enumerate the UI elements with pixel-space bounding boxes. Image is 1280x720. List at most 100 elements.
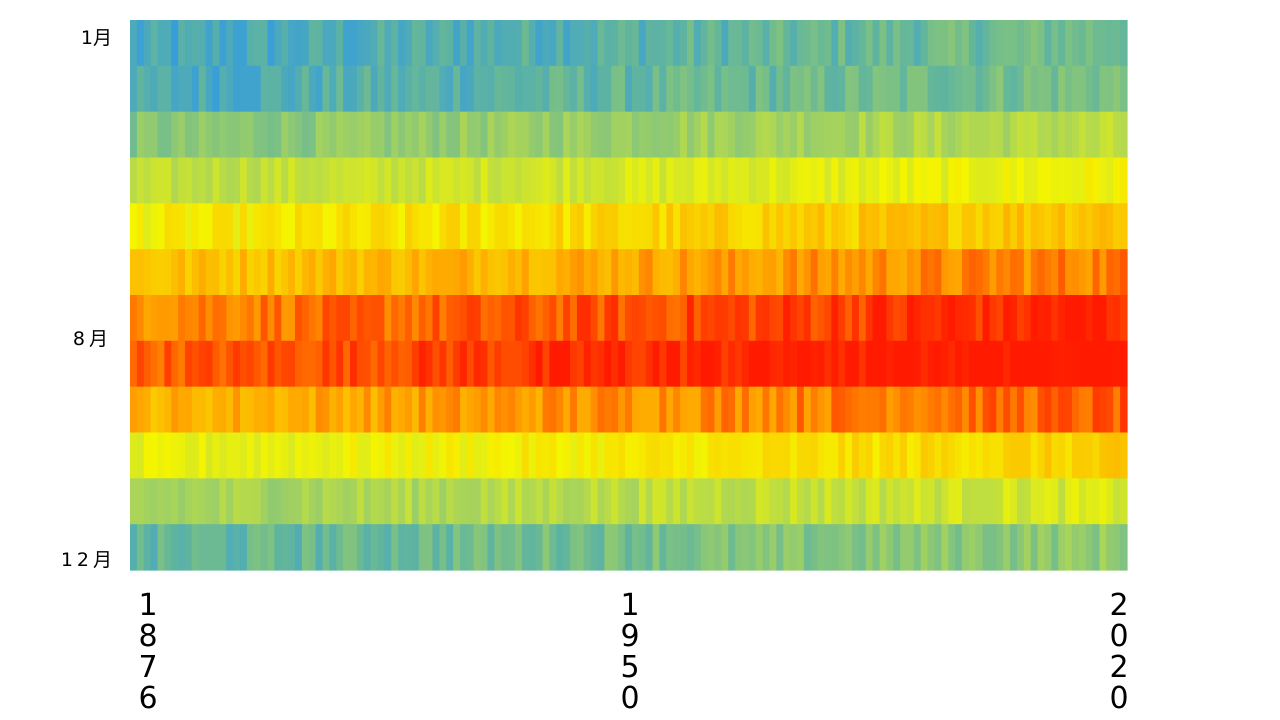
heatmap-cell [508, 295, 516, 342]
heatmap-cell [1016, 524, 1025, 571]
heatmap-cell [418, 478, 427, 525]
heatmap-cell [315, 157, 324, 204]
heatmap-cell [1120, 295, 1128, 342]
heatmap-cell [659, 524, 667, 571]
heatmap-cell [281, 20, 289, 67]
heatmap-cell [439, 20, 447, 67]
heatmap-cell [831, 524, 839, 571]
heatmap-cell [817, 340, 826, 388]
heatmap-cell [590, 157, 599, 204]
heatmap-cell [611, 340, 619, 388]
heatmap-cell [212, 295, 220, 342]
heatmap-cell [212, 20, 220, 67]
heatmap-cell [659, 157, 667, 204]
heatmap-cell [803, 524, 812, 571]
heatmap-cell [996, 157, 1004, 204]
heatmap-cell [501, 340, 509, 388]
heatmap-cell [549, 65, 557, 113]
heatmap-cell [542, 524, 551, 571]
heatmap-cell [1113, 249, 1121, 296]
heatmap-cell [631, 524, 640, 571]
heatmap-cell [226, 249, 234, 296]
heatmap-cell [157, 20, 165, 67]
heatmap-cell [425, 432, 434, 479]
heatmap-cell [549, 157, 557, 204]
heatmap-cell [411, 157, 420, 204]
heatmap-cell [886, 203, 894, 250]
heatmap-cell [776, 386, 784, 434]
heatmap-cell [762, 249, 771, 296]
heatmap-cell [625, 65, 633, 113]
heatmap-cell [831, 111, 839, 159]
heatmap-cell [989, 249, 997, 296]
heatmap-cell [521, 478, 530, 525]
heatmap-cell [934, 111, 942, 159]
heatmap-cell [790, 432, 798, 479]
heatmap-cell [432, 111, 441, 159]
heatmap-cell [521, 203, 530, 250]
heatmap-cell [212, 111, 220, 159]
heatmap-cell [783, 524, 791, 571]
heatmap-cell [301, 65, 310, 113]
heatmap-cell [955, 157, 963, 204]
heatmap-cell [556, 295, 564, 342]
heatmap-cell [556, 386, 564, 434]
heatmap-cell [1106, 432, 1114, 479]
heatmap-cell [130, 203, 138, 250]
heatmap-cell [446, 249, 454, 296]
heatmap-cell [542, 111, 551, 159]
heatmap-cell [191, 524, 200, 571]
heatmap-cell [686, 340, 695, 388]
heatmap-cell [487, 249, 496, 296]
heatmap-cell [1071, 524, 1080, 571]
heatmap-cell [301, 20, 310, 67]
heatmap-cell [927, 203, 936, 250]
heatmap-cell [693, 386, 702, 434]
heatmap-cell [157, 65, 165, 113]
heatmap-cell [556, 249, 564, 296]
heatmap-cell [583, 386, 592, 434]
heatmap-cell [356, 249, 365, 296]
heatmap-cell [1016, 65, 1025, 113]
heatmap-cell [308, 432, 317, 479]
heatmap-cell [721, 65, 729, 113]
heatmap-cell [597, 111, 606, 159]
heatmap-cell [418, 20, 427, 67]
heatmap-cell [515, 524, 523, 571]
heatmap-cell [748, 203, 757, 250]
heatmap-cell [363, 478, 372, 525]
heatmap-cell [343, 478, 351, 525]
heatmap-cell [528, 20, 537, 67]
heatmap-cell [680, 20, 688, 67]
heatmap-cell [886, 249, 894, 296]
heatmap-cell [411, 295, 420, 342]
heatmap-cell [982, 524, 991, 571]
heatmap-cell [748, 20, 757, 67]
heatmap-cell [851, 157, 860, 204]
heatmap-cell [927, 20, 936, 67]
heatmap-cell [157, 111, 165, 159]
heatmap-cell [879, 249, 887, 296]
heatmap-cell [686, 20, 695, 67]
heatmap-cell [879, 157, 887, 204]
heatmap-cell [570, 432, 578, 479]
heatmap-cell [521, 295, 530, 342]
heatmap-cell [563, 65, 571, 113]
heatmap-cell [1058, 478, 1066, 525]
heatmap-cell [886, 295, 894, 342]
heatmap-cell [398, 20, 406, 67]
heatmap-cell [1085, 295, 1094, 342]
heatmap-cell [714, 65, 722, 113]
heatmap-cell [267, 65, 275, 113]
heatmap-cell [858, 203, 867, 250]
heatmap-cell [1016, 157, 1025, 204]
heatmap-cell [1071, 478, 1080, 525]
heatmap-cell [693, 478, 702, 525]
heatmap-cell [308, 20, 317, 67]
heatmap-cell [666, 203, 674, 250]
heatmap-cell [542, 478, 551, 525]
heatmap-cell [150, 386, 159, 434]
heatmap-cell [893, 340, 901, 388]
heatmap-cell [246, 432, 255, 479]
heatmap-cell [1044, 386, 1052, 434]
